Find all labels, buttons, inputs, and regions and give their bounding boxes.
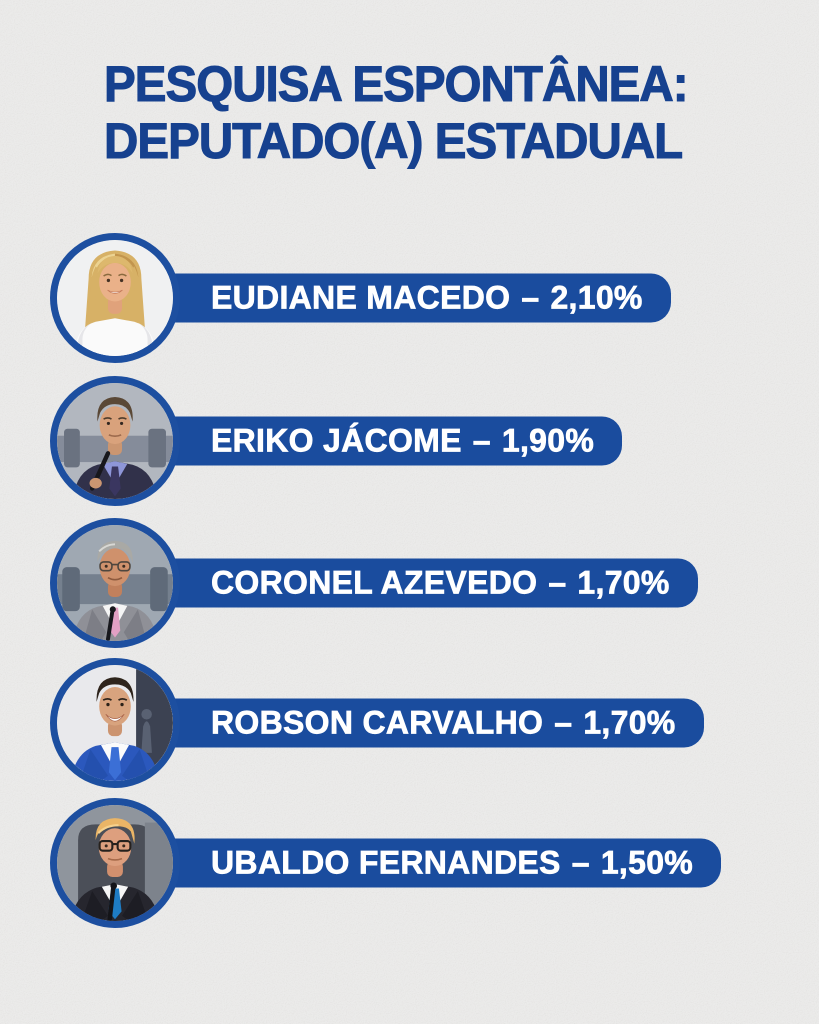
candidate-avatar — [50, 798, 180, 928]
separator-dash: – — [571, 844, 590, 881]
result-pill: UBALDO FERNANDES –1,50% — [145, 838, 722, 888]
candidate-percent: 1,70% — [583, 704, 676, 741]
candidate-row-robson-carvalho: ROBSON CARVALHO –1,70% — [50, 658, 780, 788]
candidate-percent: 2,10% — [550, 279, 643, 316]
candidate-percent: 1,50% — [600, 844, 694, 881]
candidate-name: EUDIANE MACEDO — [211, 279, 511, 316]
result-pill: EUDIANE MACEDO –2,10% — [145, 273, 671, 323]
avatar-photo-man-glasses-icon — [57, 525, 173, 641]
candidate-row-coronel-azevedo: CORONEL AZEVEDO –1,70% — [50, 518, 780, 648]
candidate-avatar — [50, 233, 180, 363]
avatar-photo-woman-icon — [57, 240, 173, 356]
candidate-name: ERIKO JÁCOME — [211, 422, 462, 459]
candidate-row-eudiane-macedo: EUDIANE MACEDO –2,10% — [50, 233, 780, 363]
candidate-name: CORONEL AZEVEDO — [211, 564, 538, 601]
result-pill: CORONEL AZEVEDO –1,70% — [145, 558, 698, 608]
candidate-avatar — [50, 518, 180, 648]
separator-dash: – — [521, 279, 540, 316]
candidate-row-ubaldo-fernandes: UBALDO FERNANDES –1,50% — [50, 798, 780, 928]
title-line-2: DEPUTADO(A) ESTADUAL — [103, 112, 683, 169]
avatar-photo-smiling-man-icon — [57, 665, 173, 781]
candidate-row-eriko-jacome: ERIKO JÁCOME –1,90% — [50, 376, 780, 506]
separator-dash: – — [472, 422, 491, 459]
candidate-name: ROBSON CARVALHO — [211, 704, 544, 741]
title-line-1: PESQUISA ESPONTÂNEA: — [103, 55, 689, 112]
candidate-avatar — [50, 376, 180, 506]
avatar-photo-older-man-glasses-icon — [57, 805, 173, 921]
candidate-percent: 1,90% — [501, 422, 595, 459]
candidate-name: UBALDO FERNANDES — [211, 844, 561, 881]
candidate-percent: 1,70% — [577, 564, 670, 601]
page-title: PESQUISA ESPONTÂNEA: DEPUTADO(A) ESTADUAL — [103, 55, 689, 170]
result-pill: ERIKO JÁCOME –1,90% — [145, 416, 623, 466]
result-pill: ROBSON CARVALHO –1,70% — [145, 698, 704, 748]
avatar-photo-man-icon — [57, 383, 173, 499]
candidate-avatar — [50, 658, 180, 788]
separator-dash: – — [548, 564, 567, 601]
separator-dash: – — [554, 704, 573, 741]
